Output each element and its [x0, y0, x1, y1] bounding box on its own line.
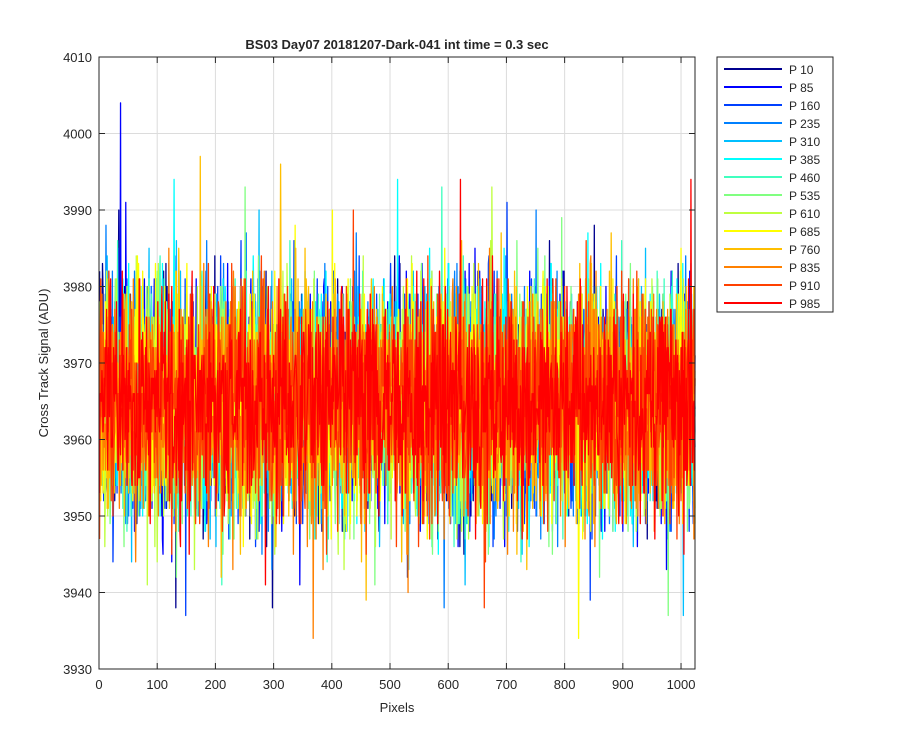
y-tick-label: 3990: [63, 203, 92, 218]
y-tick-label: 3940: [63, 586, 92, 601]
legend-label: P 160: [789, 99, 820, 113]
y-tick-label: 3980: [63, 280, 92, 295]
y-tick-label: 4000: [63, 127, 92, 142]
legend-label: P 835: [789, 261, 820, 275]
legend-label: P 310: [789, 135, 820, 149]
x-tick-label: 700: [496, 677, 518, 692]
legend-label: P 85: [789, 81, 814, 95]
y-tick-label: 3970: [63, 356, 92, 371]
x-axis-label: Pixels: [380, 700, 415, 715]
y-tick-label: 3930: [63, 662, 92, 677]
legend-label: P 910: [789, 279, 820, 293]
legend-label: P 985: [789, 297, 820, 311]
x-tick-label: 600: [437, 677, 459, 692]
x-tick-label: 200: [205, 677, 227, 692]
x-tick-label: 0: [95, 677, 102, 692]
legend-label: P 235: [789, 117, 820, 131]
x-tick-label: 800: [554, 677, 576, 692]
legend-label: P 610: [789, 207, 820, 221]
x-tick-label: 500: [379, 677, 401, 692]
y-tick-label: 4010: [63, 50, 92, 65]
y-tick-label: 3950: [63, 509, 92, 524]
x-tick-label: 300: [263, 677, 285, 692]
legend-label: P 685: [789, 225, 820, 239]
x-tick-label: 1000: [667, 677, 696, 692]
series-lines: [98, 102, 696, 640]
x-tick-label: 100: [146, 677, 168, 692]
x-tick-label: 400: [321, 677, 343, 692]
chart-title: BS03 Day07 20181207-Dark-041 int time = …: [245, 37, 548, 52]
legend-box: [716, 56, 834, 313]
y-tick-label: 3960: [63, 433, 92, 448]
series-line-p985: [98, 178, 696, 586]
legend-label: P 535: [789, 189, 820, 203]
legend-label: P 385: [789, 153, 820, 167]
legend-label: P 460: [789, 171, 820, 185]
axis-ticks: 0 100 200 300 400 500 600 700 800 900 1000 3930 3940…: [63, 50, 695, 692]
legend-label: P 10: [789, 63, 814, 77]
y-axis-label: Cross Track Signal (ADU): [36, 289, 51, 438]
legend-label: P 760: [789, 243, 820, 257]
legend: P 10 P 85 P 160 P 235 P 310 P 385 P 460 P 535 P …: [716, 56, 834, 313]
x-tick-label: 900: [612, 677, 634, 692]
